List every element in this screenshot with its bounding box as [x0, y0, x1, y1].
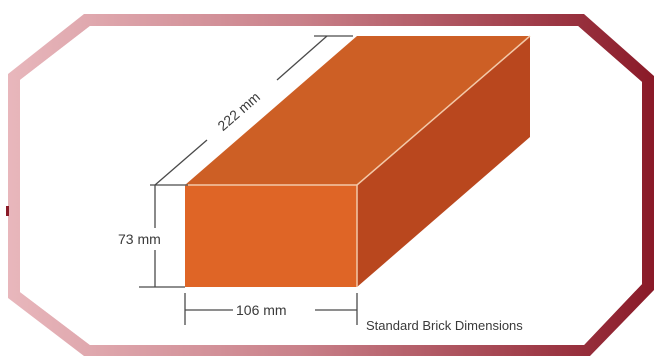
height-label-bg: [116, 230, 178, 248]
length-dimension: [150, 35, 353, 186]
brick-top-face: [185, 36, 530, 185]
diagram-caption: Standard Brick Dimensions: [366, 318, 523, 333]
brick: [185, 35, 531, 287]
height-dimension: [139, 185, 185, 288]
width-dimension: [184, 293, 358, 325]
brick-front-face: [185, 185, 357, 287]
height-label: 73 mm: [118, 231, 161, 247]
brick-side-face: [357, 36, 530, 287]
frame-marker: [6, 206, 9, 216]
width-label: 106 mm: [236, 302, 287, 318]
